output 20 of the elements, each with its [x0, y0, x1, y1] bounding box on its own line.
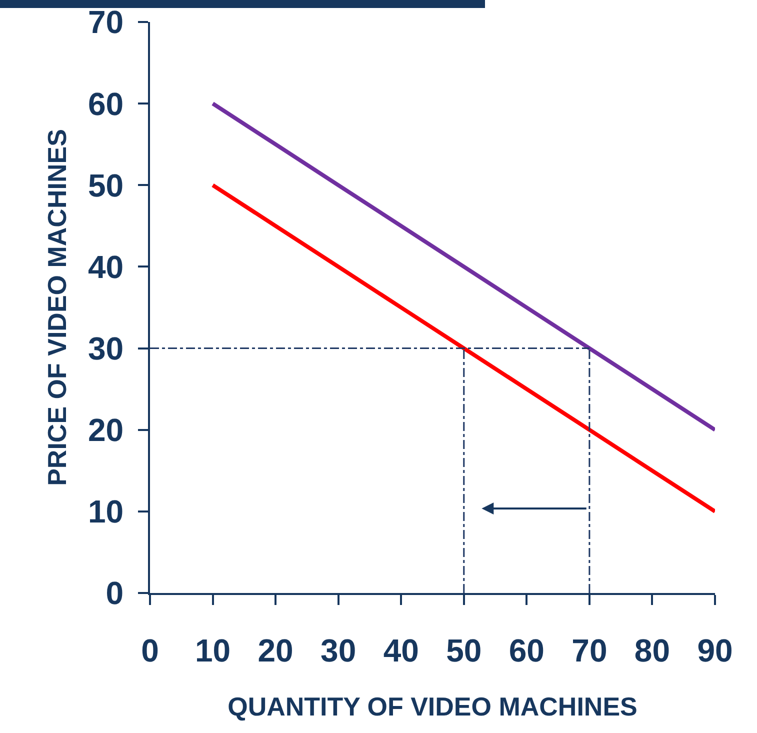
x-tick-label: 30 [320, 632, 356, 668]
x-tick-label: 50 [446, 632, 482, 668]
y-tick-label: 70 [88, 4, 124, 40]
x-tick-label: 10 [194, 632, 231, 668]
y-tick-label: 50 [88, 167, 124, 204]
x-tick-label: 20 [258, 632, 294, 668]
x-tick-label: 90 [697, 632, 733, 668]
x-tick-label: 0 [141, 632, 159, 668]
y-tick-label: 10 [88, 494, 124, 530]
y-axis-title: PRICE OF VIDEO MACHINES [42, 129, 72, 486]
y-tick-label: 30 [88, 330, 124, 366]
y-tick-label: 0 [106, 575, 124, 612]
y-tick-label: 40 [88, 248, 124, 285]
x-tick-label: 70 [572, 632, 608, 668]
x-tick-label: 80 [634, 632, 670, 668]
x-tick-label: 60 [508, 632, 544, 668]
x-axis-title: QUANTITY OF VIDEO MACHINES [228, 692, 638, 722]
x-tick-label: 40 [383, 632, 419, 668]
y-tick-label: 20 [88, 412, 124, 448]
y-tick-label: 60 [88, 86, 124, 122]
